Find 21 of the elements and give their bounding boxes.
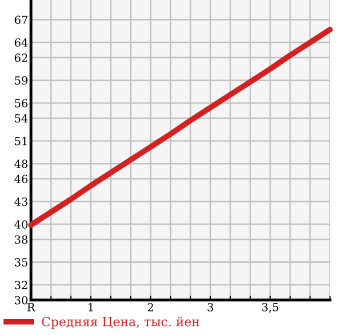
y-tick-label: 62 [14, 54, 28, 62]
y-tick-label: 30 [14, 296, 28, 304]
y-tick-label: 38 [14, 235, 28, 244]
x-tick-label: 2 [148, 302, 154, 312]
y-tick-label: 51 [15, 136, 27, 146]
y-tick-label: 64 [14, 38, 28, 47]
y-tick-label: 59 [15, 76, 28, 85]
y-tick-label: 67 [14, 16, 28, 24]
y-tick-label: 35 [14, 258, 28, 266]
y-tick-label: 43 [14, 197, 28, 206]
y-tick-label: 32 [14, 280, 28, 290]
x-tick-label: 3,5 [262, 302, 278, 313]
x-tick-label: R [27, 303, 36, 312]
y-tick-label: 54 [15, 114, 28, 123]
y-tick-label: 46 [14, 174, 28, 184]
legend-label: Средняя Цена, тыс. йен [42, 316, 200, 329]
y-tick-label: 40 [14, 220, 28, 229]
y-tick-label: 56 [15, 99, 28, 108]
x-tick-label: 3 [208, 302, 214, 312]
y-tick-label: 48 [14, 160, 28, 168]
x-tick-label: 1 [88, 302, 93, 312]
